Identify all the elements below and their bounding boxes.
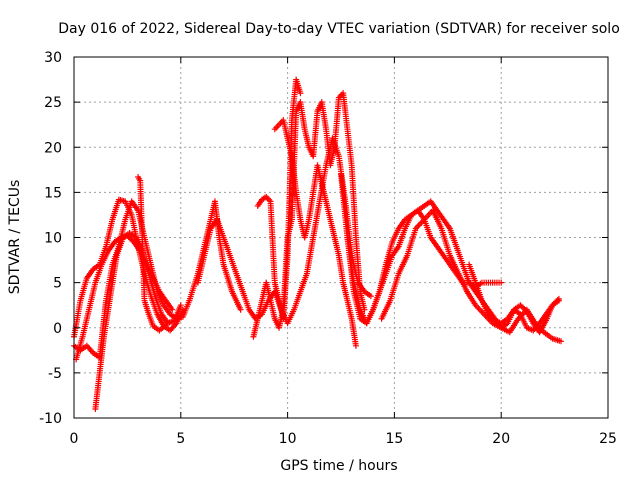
series-arc-i xyxy=(254,76,304,322)
y-axis-title: SDTVAR / TECUs xyxy=(7,180,23,295)
data-point xyxy=(297,90,304,97)
x-tick-label: 0 xyxy=(70,431,79,447)
data-point xyxy=(498,279,505,286)
y-tick-label: 30 xyxy=(44,50,62,66)
data-points xyxy=(71,76,565,412)
y-tick-label: 20 xyxy=(44,140,62,156)
data-point xyxy=(177,302,184,309)
data-point xyxy=(237,306,244,313)
x-tick-label: 5 xyxy=(176,431,185,447)
data-point xyxy=(162,322,169,329)
x-tick-label: 25 xyxy=(599,431,617,447)
y-tick-labels: -10 -5 0 5 10 15 20 25 30 xyxy=(39,50,62,427)
series-arc-f xyxy=(186,198,244,313)
y-tick-label: 0 xyxy=(53,321,62,337)
data-point xyxy=(558,338,565,345)
x-tick-label: 10 xyxy=(279,431,297,447)
x-tick-label: 15 xyxy=(385,431,403,447)
grid xyxy=(74,57,608,418)
axis-ticks xyxy=(73,56,609,419)
y-tick-label: 5 xyxy=(53,276,62,292)
data-point xyxy=(554,297,561,304)
x-axis-title: GPS time / hours xyxy=(280,458,397,474)
x-tick-labels: 0 5 10 15 20 25 xyxy=(70,431,617,447)
y-tick-label: 25 xyxy=(44,95,62,111)
series-arc-b xyxy=(71,198,193,361)
y-tick-label: 15 xyxy=(44,185,62,201)
data-point xyxy=(169,306,176,313)
chart-title: Day 016 of 2022, Sidereal Day-to-day VTE… xyxy=(58,21,620,37)
y-tick-label: 10 xyxy=(44,231,62,247)
data-point xyxy=(555,295,562,302)
series-arc-l xyxy=(344,198,562,334)
x-tick-label: 20 xyxy=(492,431,510,447)
series-arc-e xyxy=(135,174,169,334)
y-tick-label: -5 xyxy=(48,366,62,382)
data-point xyxy=(367,293,374,300)
series-arc-n xyxy=(466,261,562,336)
series-arc-j xyxy=(271,117,359,349)
data-point xyxy=(352,342,359,349)
y-tick-label: -10 xyxy=(39,411,62,427)
